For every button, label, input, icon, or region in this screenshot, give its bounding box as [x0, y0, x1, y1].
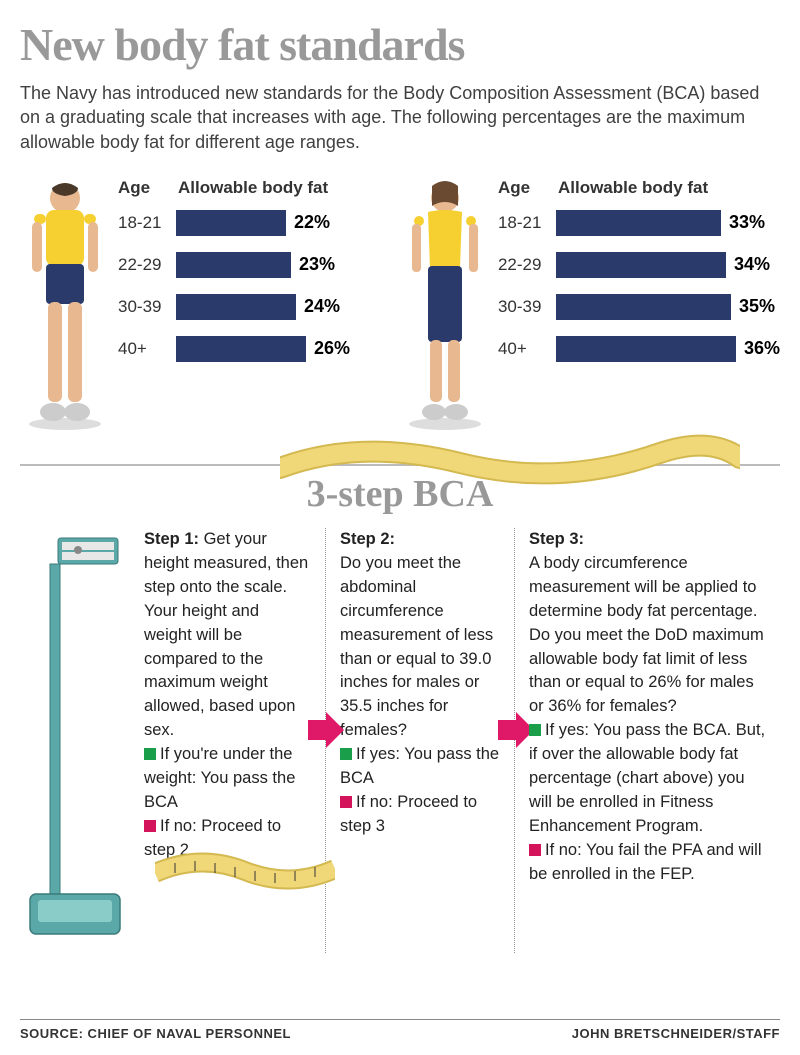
bar-fill [556, 336, 736, 362]
green-square-icon [144, 748, 156, 760]
step1-label: Step 1: [144, 530, 199, 548]
bar-fill [176, 294, 296, 320]
step3-no: If no: You fail the PFA and will be enro… [529, 841, 761, 883]
credit-text: JOHN BRETSCHNEIDER/STAFF [572, 1026, 780, 1041]
red-square-icon [340, 796, 352, 808]
step1-yes: If you're under the weight: You pass the… [144, 745, 295, 811]
female-chart: Age Allowable body fat 18-21 33% 22-29 34% 3… [400, 174, 780, 434]
bar-age-label: 18-21 [498, 213, 556, 233]
bar-age-label: 40+ [118, 339, 176, 359]
male-fat-header: Allowable body fat [178, 178, 328, 198]
step3-label: Step 3: [529, 530, 584, 548]
step3-yes: If yes: You pass the BCA. But, if over t… [529, 721, 765, 835]
bar-age-label: 40+ [498, 339, 556, 359]
bar-row: 30-39 24% [118, 292, 380, 322]
bar-fill [556, 252, 726, 278]
bar-fill [176, 336, 306, 362]
step2-label: Step 2: [340, 530, 395, 548]
bar-fill [176, 210, 286, 236]
step1-body: Get your height measured, then step onto… [144, 530, 308, 739]
bar-fill [556, 210, 721, 236]
bar-row: 40+ 26% [118, 334, 380, 364]
red-square-icon [529, 844, 541, 856]
male-bars: Age Allowable body fat 18-21 22% 22-29 23% 3… [118, 174, 380, 376]
female-figure [400, 174, 490, 434]
bar-pct-label: 26% [314, 338, 350, 359]
body-fat-charts: Age Allowable body fat 18-21 22% 22-29 23% 3… [20, 174, 780, 434]
bar-row: 18-21 33% [498, 208, 780, 238]
source-text: SOURCE: CHIEF OF NAVAL PERSONNEL [20, 1026, 291, 1041]
female-age-header: Age [498, 178, 558, 198]
bar-pct-label: 33% [729, 212, 765, 233]
male-figure [20, 174, 110, 434]
male-chart: Age Allowable body fat 18-21 22% 22-29 23% 3… [20, 174, 380, 434]
bar-row: 22-29 34% [498, 250, 780, 280]
step-2: Step 2: Do you meet the abdominal circum… [325, 528, 515, 953]
measuring-tape-icon [280, 428, 740, 498]
male-age-header: Age [118, 178, 178, 198]
bar-pct-label: 36% [744, 338, 780, 359]
step-3: Step 3: A body circumference measurement… [515, 528, 780, 953]
step2-yes: If yes: You pass the BCA [340, 745, 499, 787]
bar-age-label: 22-29 [498, 255, 556, 275]
bar-pct-label: 35% [739, 296, 775, 317]
red-square-icon [144, 820, 156, 832]
bar-age-label: 22-29 [118, 255, 176, 275]
step3-body: A body circumference measurement will be… [529, 554, 764, 716]
bar-row: 22-29 23% [118, 250, 380, 280]
green-square-icon [529, 724, 541, 736]
bar-pct-label: 34% [734, 254, 770, 275]
scale-icon [20, 528, 130, 953]
bar-pct-label: 24% [304, 296, 340, 317]
bar-row: 18-21 22% [118, 208, 380, 238]
female-fat-header: Allowable body fat [558, 178, 708, 198]
bar-age-label: 30-39 [498, 297, 556, 317]
bar-pct-label: 23% [299, 254, 335, 275]
bar-fill [556, 294, 731, 320]
bar-age-label: 18-21 [118, 213, 176, 233]
bar-row: 40+ 36% [498, 334, 780, 364]
footer: SOURCE: CHIEF OF NAVAL PERSONNEL JOHN BR… [20, 1019, 780, 1041]
measuring-tape-icon [155, 843, 335, 893]
bar-row: 30-39 35% [498, 292, 780, 322]
female-bars: Age Allowable body fat 18-21 33% 22-29 34% 3… [498, 174, 780, 376]
page-title: New body fat standards [20, 18, 780, 71]
bar-fill [176, 252, 291, 278]
arrow-icon [304, 708, 348, 752]
bar-pct-label: 22% [294, 212, 330, 233]
subtitle-text: The Navy has introduced new standards fo… [20, 81, 780, 154]
step2-body: Do you meet the abdominal circumference … [340, 554, 493, 739]
bar-age-label: 30-39 [118, 297, 176, 317]
step2-no: If no: Proceed to step 3 [340, 793, 477, 835]
steps-section: 3-step BCA Step 1: Get your height measu… [20, 472, 780, 953]
